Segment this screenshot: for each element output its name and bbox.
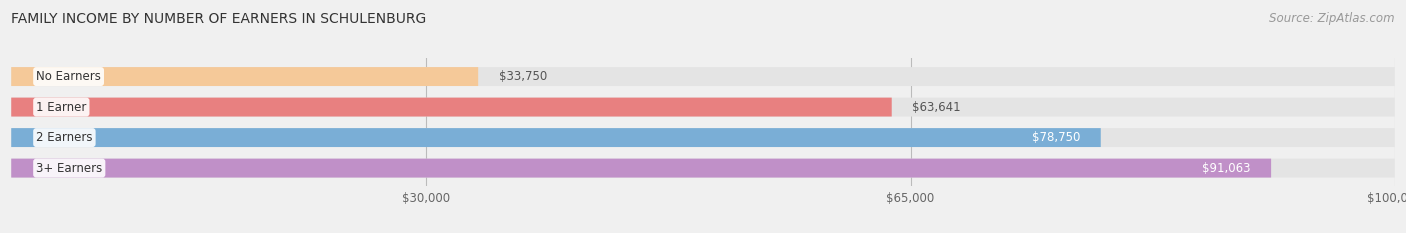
Text: No Earners: No Earners — [37, 70, 101, 83]
Text: Source: ZipAtlas.com: Source: ZipAtlas.com — [1270, 12, 1395, 25]
Text: $91,063: $91,063 — [1202, 162, 1250, 175]
FancyBboxPatch shape — [11, 67, 478, 86]
FancyBboxPatch shape — [11, 159, 1395, 178]
Text: 1 Earner: 1 Earner — [37, 101, 87, 113]
FancyBboxPatch shape — [11, 67, 1395, 86]
Text: $78,750: $78,750 — [1032, 131, 1080, 144]
Text: $33,750: $33,750 — [499, 70, 547, 83]
FancyBboxPatch shape — [11, 128, 1395, 147]
Text: $63,641: $63,641 — [912, 101, 962, 113]
FancyBboxPatch shape — [11, 128, 1101, 147]
Text: 3+ Earners: 3+ Earners — [37, 162, 103, 175]
Text: 2 Earners: 2 Earners — [37, 131, 93, 144]
FancyBboxPatch shape — [11, 98, 1395, 116]
Text: FAMILY INCOME BY NUMBER OF EARNERS IN SCHULENBURG: FAMILY INCOME BY NUMBER OF EARNERS IN SC… — [11, 12, 426, 26]
FancyBboxPatch shape — [11, 159, 1271, 178]
FancyBboxPatch shape — [11, 98, 891, 116]
